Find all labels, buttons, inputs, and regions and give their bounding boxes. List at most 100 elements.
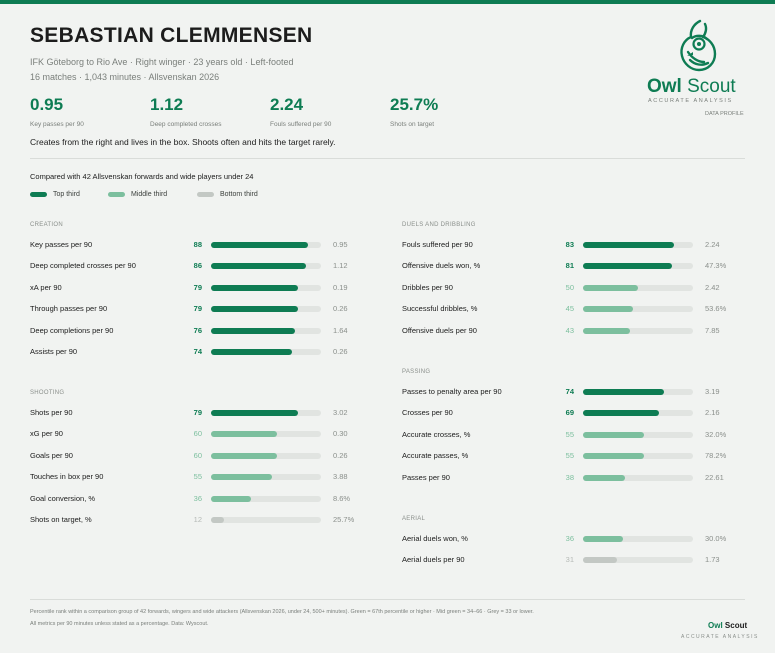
brand-name-owl: Owl [647,76,682,97]
metric-label: Offensive duels per 90 [402,326,477,335]
metric-row: Deep completions per 90 76 1.64 [30,324,375,336]
metric-label: Successful dribbles, % [402,304,478,313]
metric-value: 7.85 [705,326,720,335]
metric-percentile: 86 [193,261,202,270]
footnote-source: All metrics per 90 minutes unless stated… [30,621,209,627]
metric-row: Passes to penalty area per 90 74 3.19 [402,385,747,397]
metric-percentile: 31 [565,555,574,564]
percentile-bar-fill [583,242,675,248]
metric-value: 2.42 [705,283,720,292]
metric-percentile: 79 [193,304,202,313]
section-title: AERIAL [402,516,426,522]
metric-label: Fouls suffered per 90 [402,240,473,249]
percentile-bar-fill [583,285,638,291]
metric-percentile: 81 [565,261,574,270]
kpi-shots-on-target: 25.7% Shots on target [390,95,438,128]
metric-label: Offensive duels won, % [402,261,481,270]
metric-row: Touches in box per 90 55 3.88 [30,470,375,482]
kpi-value: 1.12 [150,95,184,114]
metric-row: Accurate passes, % 55 78.2% [402,449,747,461]
metric-value: 47.3% [705,261,727,270]
metric-percentile: 45 [565,304,574,313]
metric-label: Crosses per 90 [402,408,453,417]
legend-swatch [30,192,47,197]
metric-percentile: 76 [193,326,202,335]
metric-row: xG per 90 60 0.30 [30,427,375,439]
metric-value: 0.26 [333,347,348,356]
metric-value: 1.64 [333,326,348,335]
percentile-bar-fill [211,431,277,437]
metric-row: Aerial duels per 90 31 1.73 [402,553,747,565]
legend-label: Middle third [131,191,168,198]
percentile-bar-track [583,475,693,481]
metric-value: 3.88 [333,472,348,481]
metric-row: Goal conversion, % 36 8.6% [30,492,375,504]
metric-label: Shots per 90 [30,408,73,417]
metric-row: Offensive duels won, % 81 47.3% [402,259,747,271]
footnote-method: Percentile rank within a comparison grou… [30,609,534,615]
footer-brand-scout: Scout [724,621,748,630]
percentile-bar-track [583,263,693,269]
owl-icon [680,19,717,72]
metric-percentile: 74 [565,387,574,396]
percentile-bar-track [211,349,321,355]
metric-label: Touches in box per 90 [30,472,104,481]
percentile-bar-fill [583,389,665,395]
metric-percentile: 88 [193,240,202,249]
percentile-bar-track [583,389,693,395]
metric-row: Offensive duels per 90 43 7.85 [402,324,747,336]
percentile-bar-track [583,453,693,459]
metric-row: Deep completed crosses per 90 86 1.12 [30,259,375,271]
percentile-bar-fill [211,496,251,502]
section-title: PASSING [402,369,431,375]
percentile-bar-fill [583,432,644,438]
metric-percentile: 36 [193,494,202,503]
metric-row: Aerial duels won, % 36 30.0% [402,532,747,544]
percentile-bar-fill [583,328,631,334]
percentile-bar-fill [583,263,673,269]
metric-row: Crosses per 90 69 2.16 [402,406,747,418]
player-season-line: 16 matches · 1,043 minutes · Allsvenskan… [30,72,220,82]
percentile-bar-track [211,285,321,291]
metric-percentile: 60 [193,429,202,438]
metric-row: Shots per 90 79 3.02 [30,406,375,418]
comparison-note: Compared with 42 Allsvenskan forwards an… [30,172,254,181]
percentile-bar-fill [583,475,625,481]
metric-row: Fouls suffered per 90 83 2.24 [402,238,747,250]
percentile-bar-fill [211,474,272,480]
percentile-bar-track [583,557,693,563]
section-title: SHOOTING [30,390,65,396]
percentile-bar-fill [211,349,293,355]
metric-row: Through passes per 90 79 0.26 [30,302,375,314]
kpi-label: Key passes per 90 [30,121,84,128]
kpi-value: 25.7% [390,95,439,114]
metric-label: Aerial duels won, % [402,534,468,543]
percentile-bar-fill [583,536,623,542]
footer-divider [30,599,745,600]
percentile-bar-fill [211,410,298,416]
metric-row: Dribbles per 90 50 2.42 [402,281,747,293]
metric-value: 30.0% [705,534,727,543]
legend-bottom-third: Bottom third [197,191,258,198]
metric-value: 2.24 [705,240,720,249]
percentile-bar-track [211,306,321,312]
metric-value: 1.12 [333,261,348,270]
metric-percentile: 74 [193,347,202,356]
percentile-bar-track [583,306,693,312]
data-profile-label: DATA PROFILE [705,111,744,117]
metric-percentile: 50 [565,283,574,292]
metric-row: Accurate crosses, % 55 32.0% [402,428,747,440]
section-title: DUELS AND DRIBBLING [402,222,476,228]
percentile-bar-track [583,432,693,438]
metric-value: 0.26 [333,304,348,313]
metric-label: Aerial duels per 90 [402,555,465,564]
metric-value: 2.16 [705,408,720,417]
kpi-deep-crosses: 1.12 Deep completed crosses [150,95,222,128]
header-divider [30,158,745,159]
metric-label: Key passes per 90 [30,240,93,249]
metric-label: Through passes per 90 [30,304,108,313]
percentile-bar-track [211,453,321,459]
percentile-bar-fill [211,285,298,291]
metric-row: Assists per 90 74 0.26 [30,345,375,357]
legend-swatch [197,192,214,197]
